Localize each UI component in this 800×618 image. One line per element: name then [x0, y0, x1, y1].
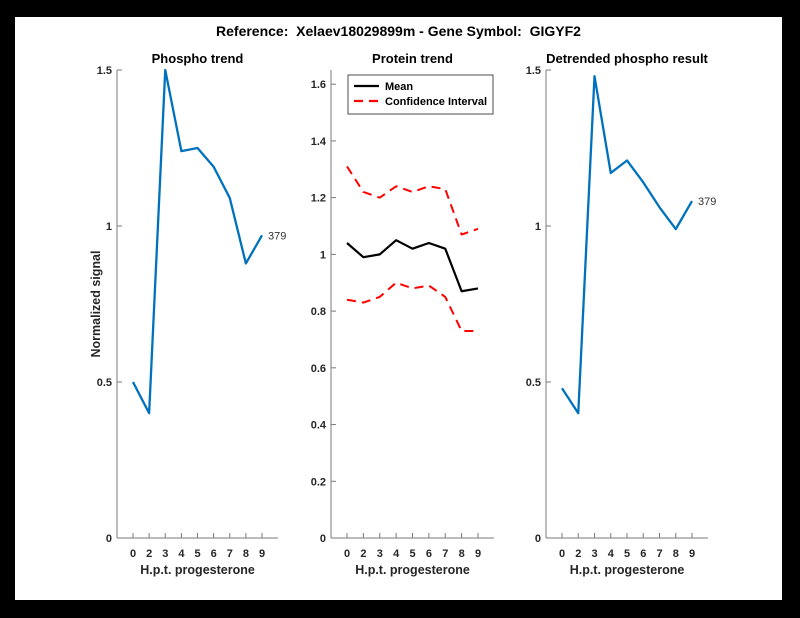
series-end-label: 379	[268, 230, 286, 242]
y-tick-label: 0.2	[311, 476, 326, 488]
x-tick-label: 4	[393, 548, 400, 560]
y-tick-label: 1.6	[311, 79, 326, 91]
y-tick-label: 1.2	[311, 193, 326, 205]
y-tick-label: 0	[320, 533, 326, 545]
y-tick-label: 1.5	[526, 65, 541, 77]
x-tick-label: 2	[575, 548, 581, 560]
x-tick-label: 0	[130, 548, 136, 560]
y-tick-label: 1.5	[97, 65, 112, 77]
y-axis-title: Normalized signal	[89, 251, 103, 358]
y-tick-label: 0	[535, 533, 541, 545]
x-tick-label: 0	[559, 548, 565, 560]
y-tick-label: 0.8	[311, 306, 326, 318]
figure-title: Reference: Xelaev18029899m - Gene Symbol…	[216, 23, 581, 39]
subplot-title: Phospho trend	[152, 51, 244, 66]
y-tick-label: 0.5	[97, 377, 112, 389]
x-tick-label: 5	[624, 548, 630, 560]
x-tick-label: 9	[689, 548, 695, 560]
x-tick-label: 8	[459, 548, 465, 560]
x-axis-title: H.p.t. progesterone	[570, 563, 685, 577]
legend-box	[347, 74, 494, 115]
x-tick-label: 8	[243, 548, 249, 560]
x-tick-label: 8	[673, 548, 679, 560]
x-axis-title: H.p.t. progesterone	[140, 563, 255, 577]
y-tick-label: 0.5	[526, 377, 541, 389]
x-tick-label: 7	[656, 548, 662, 560]
legend-label: Confidence Interval	[385, 96, 487, 108]
x-tick-label: 3	[591, 548, 597, 560]
x-tick-label: 6	[426, 548, 432, 560]
mean-line	[346, 239, 479, 293]
y-tick-label: 0.6	[311, 363, 326, 375]
detrended-phospho-line	[561, 75, 693, 415]
subplot-title: Detrended phospho result	[546, 51, 708, 66]
x-tick-label: 9	[259, 548, 265, 560]
x-tick-label: 5	[409, 548, 415, 560]
y-tick-label: 1.4	[311, 136, 327, 148]
subplot-title: Protein trend	[372, 51, 453, 66]
x-tick-label: 2	[360, 548, 366, 560]
x-tick-label: 3	[377, 548, 383, 560]
x-tick-label: 7	[227, 548, 233, 560]
x-tick-label: 2	[146, 548, 152, 560]
y-tick-label: 1	[535, 221, 541, 233]
legend-label: Mean	[385, 81, 413, 93]
x-axis-title: H.p.t. progesterone	[355, 563, 470, 577]
ci-lower-line	[346, 281, 478, 332]
y-tick-label: 0	[106, 533, 112, 545]
y-tick-label: 1	[320, 249, 326, 261]
x-tick-label: 4	[608, 548, 615, 560]
series-end-label: 379	[698, 196, 716, 208]
y-tick-label: 1	[106, 221, 112, 233]
x-tick-label: 7	[442, 548, 448, 560]
phospho-trend-line	[131, 68, 263, 415]
x-tick-label: 6	[640, 548, 646, 560]
x-tick-label: 6	[211, 548, 217, 560]
ci-upper-line	[346, 165, 479, 236]
x-tick-label: 3	[162, 548, 168, 560]
x-tick-label: 5	[194, 548, 200, 560]
x-tick-label: 4	[178, 548, 185, 560]
matlab-figure: Reference: Xelaev18029899m - Gene Symbol…	[15, 17, 782, 600]
x-tick-label: 0	[344, 548, 350, 560]
x-tick-label: 9	[475, 548, 481, 560]
y-tick-label: 0.4	[311, 420, 327, 432]
